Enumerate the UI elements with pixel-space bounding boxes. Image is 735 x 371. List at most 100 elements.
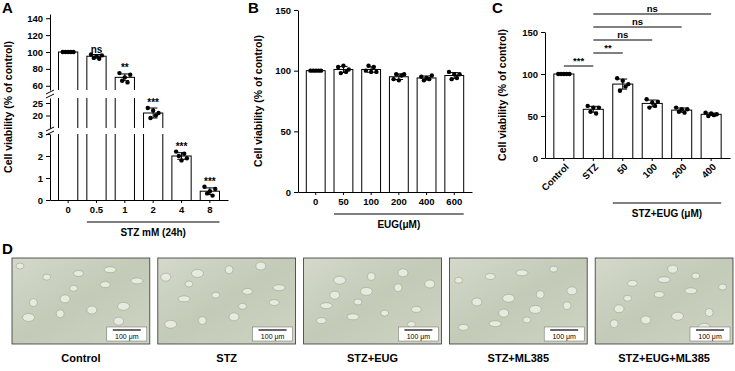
bar (583, 109, 603, 158)
cell-texture (367, 273, 375, 281)
y-tick: 150 (275, 5, 298, 16)
data-point (591, 105, 595, 109)
data-point (679, 107, 683, 111)
y-tick-mark (46, 69, 50, 70)
panel-1: 050100150050100200400600EUG(μM)Cell viab… (248, 0, 473, 230)
y-tick-mark (46, 200, 50, 201)
y-tick: 100 (522, 69, 545, 80)
bar (115, 134, 134, 200)
y-tick: 50 (280, 126, 298, 137)
x-tick: 0.5 (90, 200, 104, 215)
cell-texture (705, 309, 713, 317)
cell-texture (185, 281, 193, 287)
bar (87, 98, 106, 128)
x-axis: 00.51248 (51, 200, 229, 215)
x-tick-mark (96, 200, 97, 203)
significance-label: *** (176, 141, 188, 152)
x-tick-label: 50 (338, 196, 349, 207)
plot-area (554, 72, 721, 158)
y-tick: 20 (32, 110, 50, 121)
cell-texture (425, 280, 435, 288)
panel-d: D100 μmControl100 μmSTZ100 μmSTZ+EUG100 … (2, 240, 733, 364)
panel-letter: A (2, 0, 13, 16)
cell-texture (503, 294, 515, 302)
cell-texture (614, 305, 624, 313)
data-point (618, 89, 622, 93)
scale-bar (113, 329, 141, 330)
cell-texture (316, 318, 326, 324)
x-tick-label: 4 (179, 204, 185, 215)
y-tick-label: 0 (286, 187, 291, 198)
data-point (213, 187, 217, 191)
x-tick: 200 (670, 158, 689, 180)
micrograph (158, 258, 296, 344)
x-axis: ControlSTZ50100200400 (539, 158, 730, 193)
x-tick-label: 2 (151, 204, 156, 215)
micrograph (449, 258, 587, 344)
data-point (71, 50, 75, 54)
x-axis-title: EUG(μM) (377, 219, 420, 230)
axis-break (46, 131, 54, 135)
data-point (703, 110, 707, 114)
data-point (452, 72, 456, 76)
x-tick-mark (711, 158, 712, 161)
bar (115, 98, 134, 128)
x-tick: Control (539, 158, 571, 193)
scale-bar (550, 329, 578, 330)
y-tick-mark (46, 86, 50, 87)
y-tick-mark (46, 35, 50, 36)
image-caption: STZ+ML385 (488, 352, 549, 364)
panel-0: 01232025608010012014000.51248STZ mM (24h… (2, 0, 229, 238)
data-point (597, 105, 601, 109)
y-tick-label: 150 (522, 27, 538, 38)
data-point (151, 108, 155, 112)
cell-texture (563, 302, 571, 310)
data-point (674, 105, 678, 109)
y-tick: 100 (275, 65, 298, 76)
x-tick-label: 100 (363, 196, 379, 207)
data-point (455, 76, 459, 80)
micrograph (304, 258, 442, 344)
x-tick-label: 8 (207, 204, 212, 215)
data-point (685, 107, 689, 111)
bar (59, 98, 78, 128)
axis-break (46, 90, 54, 94)
data-point (372, 65, 376, 69)
y-tick-mark (46, 156, 50, 157)
data-point (366, 64, 370, 68)
data-point (374, 70, 378, 74)
cell-texture (354, 299, 362, 305)
cell-texture (458, 324, 468, 330)
x-tick: 50 (338, 192, 349, 207)
scale-bar-label: 100 μm (407, 333, 431, 341)
x-tick: 200 (391, 192, 407, 207)
x-tick-mark (124, 200, 125, 203)
cell-texture (104, 267, 116, 273)
scale-bar-label: 100 μm (115, 333, 139, 341)
cell-texture (381, 310, 389, 316)
data-point (128, 73, 132, 77)
x-tick-label: 200 (391, 196, 407, 207)
data-point (364, 68, 368, 72)
y-tick-mark (46, 178, 50, 179)
y-tick: 140 (27, 13, 50, 24)
y-tick-mark (541, 116, 545, 117)
y-tick-label: 100 (27, 47, 43, 58)
data-point (653, 104, 657, 108)
x-tick-mark (153, 200, 154, 203)
x-tick-mark (343, 192, 344, 195)
data-point (447, 70, 451, 74)
y-tick-mark (46, 18, 50, 19)
cell-texture (191, 269, 203, 277)
data-point (210, 193, 214, 197)
data-point (156, 111, 160, 115)
y-tick: 2 (38, 151, 50, 162)
cell-texture (178, 296, 190, 302)
x-tick: 100 (640, 158, 659, 180)
x-tick-mark (652, 158, 653, 161)
scale-bar-label: 100 μm (261, 333, 285, 341)
panel-letter: B (248, 0, 259, 16)
x-tick: 400 (419, 192, 435, 207)
x-axis-title: STZ mM (24h) (120, 227, 186, 238)
cell-texture (529, 305, 541, 313)
